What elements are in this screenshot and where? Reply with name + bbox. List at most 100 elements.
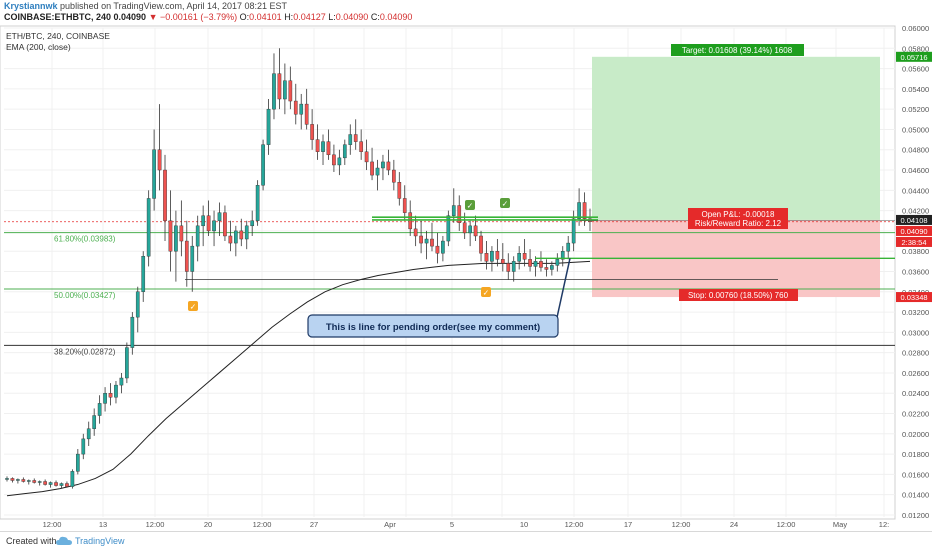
candle-body <box>392 169 396 183</box>
y-tick-label: 0.03600 <box>902 267 929 276</box>
candle-body <box>168 220 173 252</box>
candle-body <box>283 80 287 100</box>
y-tick-label: 0.03000 <box>902 328 929 337</box>
drawings: ✓ ✓ ✓ ✓ <box>185 198 895 323</box>
candle-body <box>190 245 195 272</box>
candle-body <box>539 261 543 268</box>
candle-body <box>473 225 478 237</box>
candle-body <box>419 235 423 244</box>
candle-body <box>424 238 429 244</box>
price-flag-bg <box>896 292 932 303</box>
author-link[interactable]: Krystiannwk <box>4 1 58 11</box>
candle-body <box>32 480 37 483</box>
y-tick-label: 0.02800 <box>902 349 929 358</box>
candle-body <box>500 259 505 264</box>
candle-body <box>397 182 402 199</box>
y-tick-label: 0.05800 <box>902 44 929 53</box>
candle-body <box>544 267 549 270</box>
check-icon: ✓ <box>483 289 490 298</box>
y-tick-label: 0.03200 <box>902 308 929 317</box>
time-axis[interactable]: 12:00 13 12:00 20 12:00 27 Apr 5 10 12:00 17 12:00 2… <box>43 520 890 529</box>
x-tick-label: 12:00 <box>777 520 796 529</box>
symbol-interval: COINBASE:ETHBTC, 240 <box>4 12 112 22</box>
close-label: C: <box>370 12 380 22</box>
candle-body <box>157 149 162 171</box>
candle-body <box>70 471 75 487</box>
x-tick-label: 12:00 <box>146 520 165 529</box>
target-zone <box>592 56 880 220</box>
y-tick-label: 0.01400 <box>902 491 929 500</box>
candle-body <box>184 240 189 272</box>
candle-body <box>408 212 413 230</box>
candle-body <box>528 259 532 267</box>
pl-label-bg <box>688 208 788 229</box>
x-tick-label: 12:00 <box>253 520 272 529</box>
position-zones <box>592 56 880 298</box>
stop-label: Stop: 0.00760 (18.50%) 760 <box>688 291 789 300</box>
x-tick-label: 12: <box>879 520 889 529</box>
annotation-callout[interactable]: This is line for pending order(see my co… <box>307 314 559 338</box>
candle-body <box>179 225 184 242</box>
candle-body <box>261 144 265 186</box>
price-flag-bg <box>896 214 932 225</box>
target-label-bg <box>671 44 804 56</box>
candle-body <box>484 253 489 262</box>
y-tick-label: 0.04600 <box>902 166 929 175</box>
low-label: L: <box>328 12 336 22</box>
candle-body <box>566 242 571 252</box>
candle-body <box>348 134 353 145</box>
chart-header: Krystiannwk published on TradingView.com… <box>0 0 932 26</box>
candle-body <box>146 198 151 257</box>
candle-body <box>332 154 336 166</box>
check-icon: ✓ <box>502 200 509 209</box>
candle-body <box>119 377 124 386</box>
candle-body <box>293 100 298 115</box>
candle-body <box>288 80 293 102</box>
candle-body <box>479 235 483 254</box>
close-value: 0.04090 <box>379 12 413 22</box>
candle-body <box>244 225 249 240</box>
x-tick-label: 12:00 <box>43 520 62 529</box>
fib-label: 38.20%(0.02872) <box>54 347 116 356</box>
price-change: −0.00161 (−3.79%) <box>160 12 238 22</box>
candle-body <box>381 161 385 169</box>
candle-body <box>125 347 129 379</box>
candle-body <box>517 253 522 262</box>
legend-symbol: ETH/BTC, 240, COINBASE <box>6 31 110 41</box>
candles <box>5 48 592 489</box>
y-tick-label: 0.04800 <box>902 146 929 155</box>
price-axis[interactable]: 0.06000 0.05800 0.05600 0.05400 0.05200 0.050… <box>896 24 932 520</box>
tradingview-brand[interactable]: TradingView <box>56 534 125 548</box>
candle-body <box>239 230 244 240</box>
ema-line <box>6 260 591 497</box>
candle-body <box>26 480 31 482</box>
callout-pointer <box>555 258 571 323</box>
candle-body <box>560 250 565 260</box>
candle-body <box>59 483 64 486</box>
target-label: Target: 0.01608 (39.14%) 1608 <box>682 46 793 55</box>
cloud-icon <box>56 536 72 545</box>
candle-body <box>10 478 15 481</box>
x-tick-label: 12:00 <box>565 520 584 529</box>
candle-body <box>342 144 347 159</box>
candle-body <box>571 218 576 244</box>
candle-body <box>337 157 342 166</box>
y-tick-label: 0.05600 <box>902 65 929 74</box>
candle-body <box>65 483 69 487</box>
candle-body <box>234 230 238 244</box>
check-marker-box <box>465 200 475 210</box>
x-tick-label: Apr <box>384 520 396 529</box>
callout-box[interactable] <box>307 314 559 338</box>
candle-body <box>321 141 325 152</box>
candle-body <box>446 215 451 242</box>
candle-body <box>468 225 472 234</box>
candle-body <box>163 169 167 221</box>
candle-body <box>195 225 200 247</box>
candle-body <box>304 103 309 125</box>
candle-body <box>135 291 140 318</box>
price-chart[interactable]: 61.80%(0.03983) 50.00%(0.03427) 38.20%(0.0… <box>0 0 932 531</box>
candle-body <box>212 220 216 232</box>
y-tick-label: 0.05400 <box>902 85 929 94</box>
check-marker-box <box>500 198 510 208</box>
candle-body <box>103 393 107 404</box>
